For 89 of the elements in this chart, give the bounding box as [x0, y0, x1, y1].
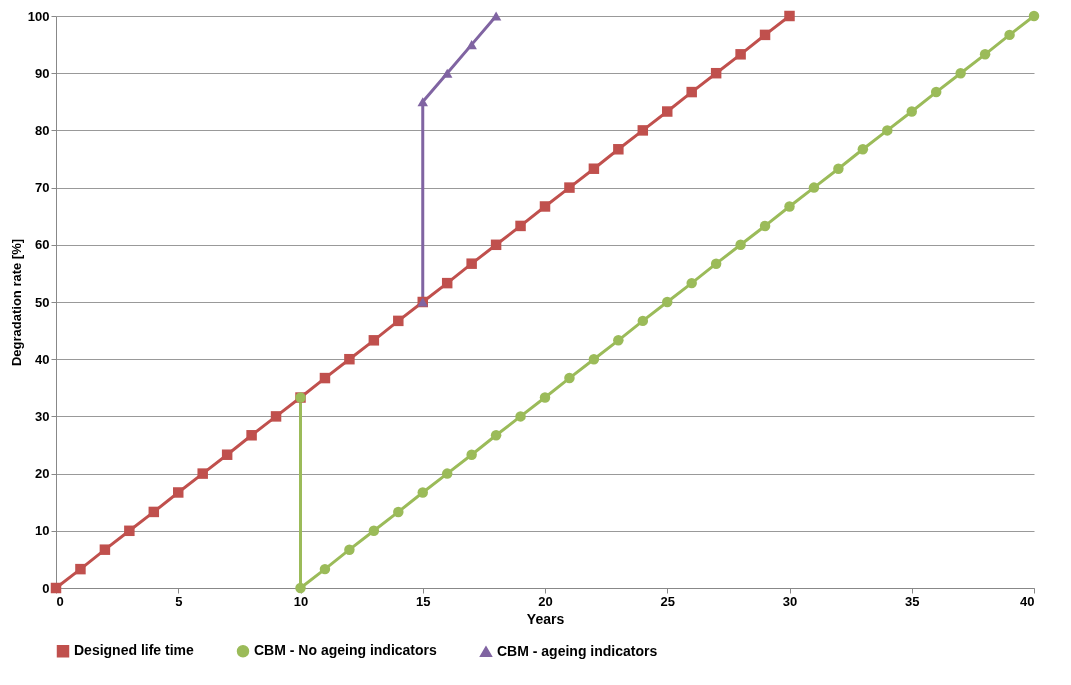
- x-tick-label: 40: [1020, 593, 1035, 609]
- point: [344, 353, 355, 365]
- point: [124, 525, 135, 537]
- y-tick-label: 100: [27, 8, 50, 24]
- point: [368, 525, 380, 537]
- y-tick-label: 0: [42, 580, 50, 596]
- y-tick-label: 70: [35, 180, 50, 196]
- point: [613, 335, 624, 346]
- legend-label: CBM - No ageing indicators: [254, 642, 437, 659]
- point: [637, 125, 649, 136]
- point: [539, 201, 551, 212]
- point: [539, 392, 551, 403]
- y-axis-title: Degradation rate [%]: [8, 238, 24, 367]
- point: [344, 544, 355, 555]
- point: [564, 372, 575, 384]
- x-tick-label: 25: [660, 593, 675, 609]
- point: [319, 372, 331, 384]
- point: [564, 182, 575, 193]
- x-tick-label: 10: [293, 593, 309, 609]
- point: [735, 49, 746, 60]
- x-tick-label: 35: [905, 593, 920, 609]
- point: [515, 220, 526, 232]
- x-tick-label: 0: [56, 593, 64, 609]
- point: [808, 182, 820, 193]
- legend-label: CBM - ageing indicators: [497, 642, 658, 659]
- point: [979, 49, 991, 60]
- point: [441, 68, 453, 78]
- point: [466, 40, 477, 50]
- point: [319, 563, 331, 575]
- point: [906, 106, 917, 117]
- y-tick-label: 10: [35, 523, 50, 539]
- x-tick-label: 5: [175, 593, 183, 609]
- x-tick-label: 20: [538, 593, 553, 609]
- point: [148, 506, 160, 518]
- point: [882, 125, 893, 136]
- point: [75, 563, 86, 575]
- point: [368, 335, 380, 346]
- point: [710, 67, 722, 79]
- point: [295, 582, 306, 594]
- point: [393, 506, 404, 518]
- point: [246, 430, 257, 441]
- point: [490, 11, 502, 21]
- point: [221, 449, 233, 460]
- point: [1004, 29, 1015, 41]
- point: [466, 449, 477, 460]
- point: [588, 163, 600, 174]
- point: [784, 201, 795, 212]
- point: [173, 487, 184, 498]
- point: [466, 258, 477, 269]
- y-tick-label: 80: [35, 122, 50, 138]
- y-tick-label: 50: [35, 294, 50, 310]
- point: [1028, 10, 1040, 22]
- y-tick-label: 60: [35, 237, 50, 253]
- point: [686, 86, 697, 98]
- point: [759, 29, 771, 41]
- y-tick-label: 30: [35, 408, 50, 424]
- point: [662, 106, 673, 117]
- legend-label: Designed life time: [74, 642, 195, 659]
- point: [99, 544, 111, 555]
- y-tick-label: 20: [35, 466, 50, 482]
- point: [735, 239, 746, 251]
- x-tick-label: 15: [416, 593, 431, 609]
- point: [637, 315, 649, 327]
- y-tick-label: 90: [35, 65, 50, 81]
- point: [417, 97, 428, 107]
- point: [613, 144, 624, 155]
- point: [710, 258, 722, 269]
- point: [686, 277, 697, 289]
- y-tick-label: 40: [35, 351, 50, 367]
- point: [784, 10, 795, 22]
- point: [588, 353, 600, 365]
- x-tick-label: 30: [782, 593, 798, 609]
- point: [930, 86, 942, 98]
- point: [759, 220, 771, 232]
- point: [441, 277, 453, 289]
- point: [515, 411, 526, 422]
- point: [441, 468, 453, 479]
- point: [490, 239, 502, 251]
- point: [955, 67, 966, 79]
- x-axis-title: Years: [526, 610, 565, 627]
- point: [857, 144, 869, 155]
- point: [197, 468, 208, 479]
- point: [662, 296, 673, 308]
- point: [417, 487, 428, 498]
- point: [393, 315, 404, 327]
- point: [50, 582, 62, 594]
- point: [490, 430, 502, 441]
- point: [270, 411, 282, 422]
- point: [833, 163, 844, 174]
